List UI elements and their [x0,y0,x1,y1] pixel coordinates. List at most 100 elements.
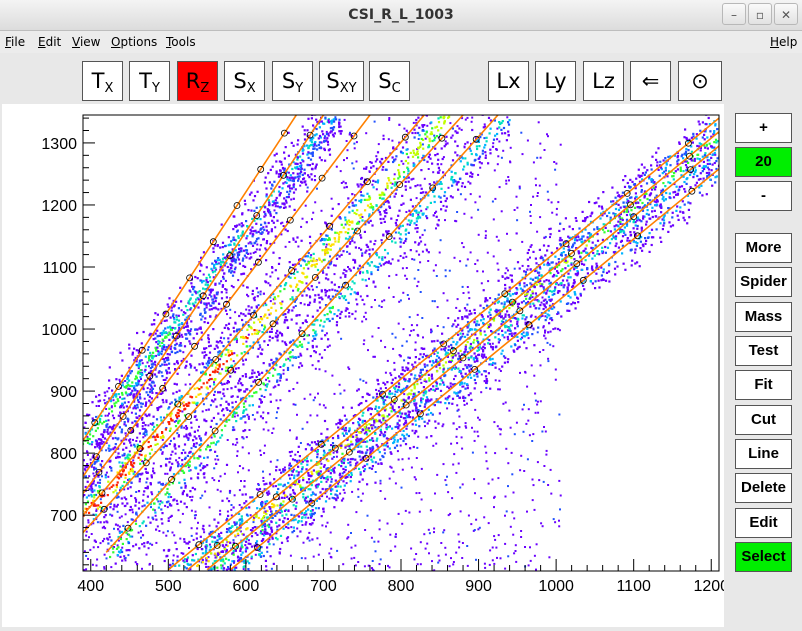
background-count [258,398,261,400]
menu-options[interactable]: Options [111,35,158,49]
background-count [505,267,508,270]
band-count [279,376,282,379]
band-count [148,355,151,358]
background-count [343,389,346,392]
band-count [275,364,278,367]
band-count [277,277,280,280]
menu-file[interactable]: File [5,35,26,49]
background-count [557,201,560,204]
background-count [554,368,557,371]
band-count [292,197,295,200]
background-count [530,244,533,247]
background-count [409,447,412,450]
background-count [463,403,466,406]
band-count [98,486,101,489]
band-count [99,421,102,424]
band-count [165,357,168,360]
background-count [445,483,448,486]
lz-button[interactable]: Lz [583,61,624,101]
background-count [422,348,424,350]
background-count [233,415,236,418]
ly-button[interactable]: Ly [535,61,576,101]
title-bar: CSI_R_L_1003 – ▫ ✕ [0,0,802,31]
background-count [198,425,200,428]
band-count [243,351,246,354]
background-count [316,414,319,417]
background-count [267,282,270,285]
background-count [159,335,162,337]
band-count [255,237,259,241]
background-count [505,182,508,185]
band-count [269,214,272,217]
background-count [201,527,204,530]
sy-button[interactable]: SY [272,61,313,101]
background-count [559,222,562,225]
band-count [121,484,124,487]
band-count [255,240,258,243]
band-count [316,121,319,124]
menu-view[interactable]: View [72,35,101,49]
background-count [189,383,192,386]
band-count [132,394,135,397]
band-count [251,372,254,375]
background-count [279,399,282,402]
band-count [442,171,445,174]
lx-button[interactable]: Lx [488,61,529,101]
band-count [500,121,503,124]
band-count [194,328,197,331]
background-count [492,255,495,258]
background-count [318,403,321,406]
band-count [208,276,212,279]
menu-help[interactable]: Help [770,35,798,49]
band-count [398,171,401,174]
band-count [307,262,310,265]
band-count [338,125,341,129]
band-count [141,522,144,525]
background-count [463,146,466,149]
background-count [462,246,465,249]
sx-button[interactable]: SX [224,61,265,101]
sxy-button[interactable]: SXY [319,61,364,101]
background-count [448,565,451,568]
ty-button[interactable]: TY [129,61,170,101]
band-count [170,514,173,517]
band-count [270,330,273,333]
tx-button[interactable]: TX [82,61,123,101]
menu-bar: File Edit View Options Tools Help [0,31,802,53]
band-count [172,392,175,395]
minimize-icon[interactable]: – [722,3,746,25]
band-count [120,439,123,442]
band-count [277,190,281,193]
target-button[interactable]: ⊙ [678,61,722,101]
close-icon[interactable]: ✕ [774,3,798,25]
band-count [136,406,139,409]
background-count [220,307,223,310]
band-count [193,286,196,289]
band-count [348,133,351,136]
rz-button[interactable]: RZ [177,61,218,101]
background-count [264,384,267,387]
band-count [275,152,278,155]
band-count [297,355,300,358]
sc-button[interactable]: SC [369,61,410,101]
band-count [507,134,510,137]
plot-svg[interactable]: 400500600700800900100011001200 700800900… [2,104,729,627]
band-count [437,113,439,115]
background-count [558,413,561,416]
menu-tools[interactable]: Tools [166,35,196,49]
plot-canvas[interactable]: 400500600700800900100011001200 700800900… [2,104,729,627]
menu-edit[interactable]: Edit [38,35,62,49]
band-count [133,406,136,409]
maximize-icon[interactable]: ▫ [748,3,772,25]
band-count [117,456,120,459]
band-count [132,396,135,399]
background-count [547,135,549,138]
background-count [394,390,397,393]
background-count [521,153,524,156]
background-count [158,370,161,373]
band-count [338,118,341,121]
back-arrow-button[interactable]: ⇐ [630,61,671,101]
background-count [342,563,345,566]
band-count [110,467,113,470]
band-count [358,264,361,267]
